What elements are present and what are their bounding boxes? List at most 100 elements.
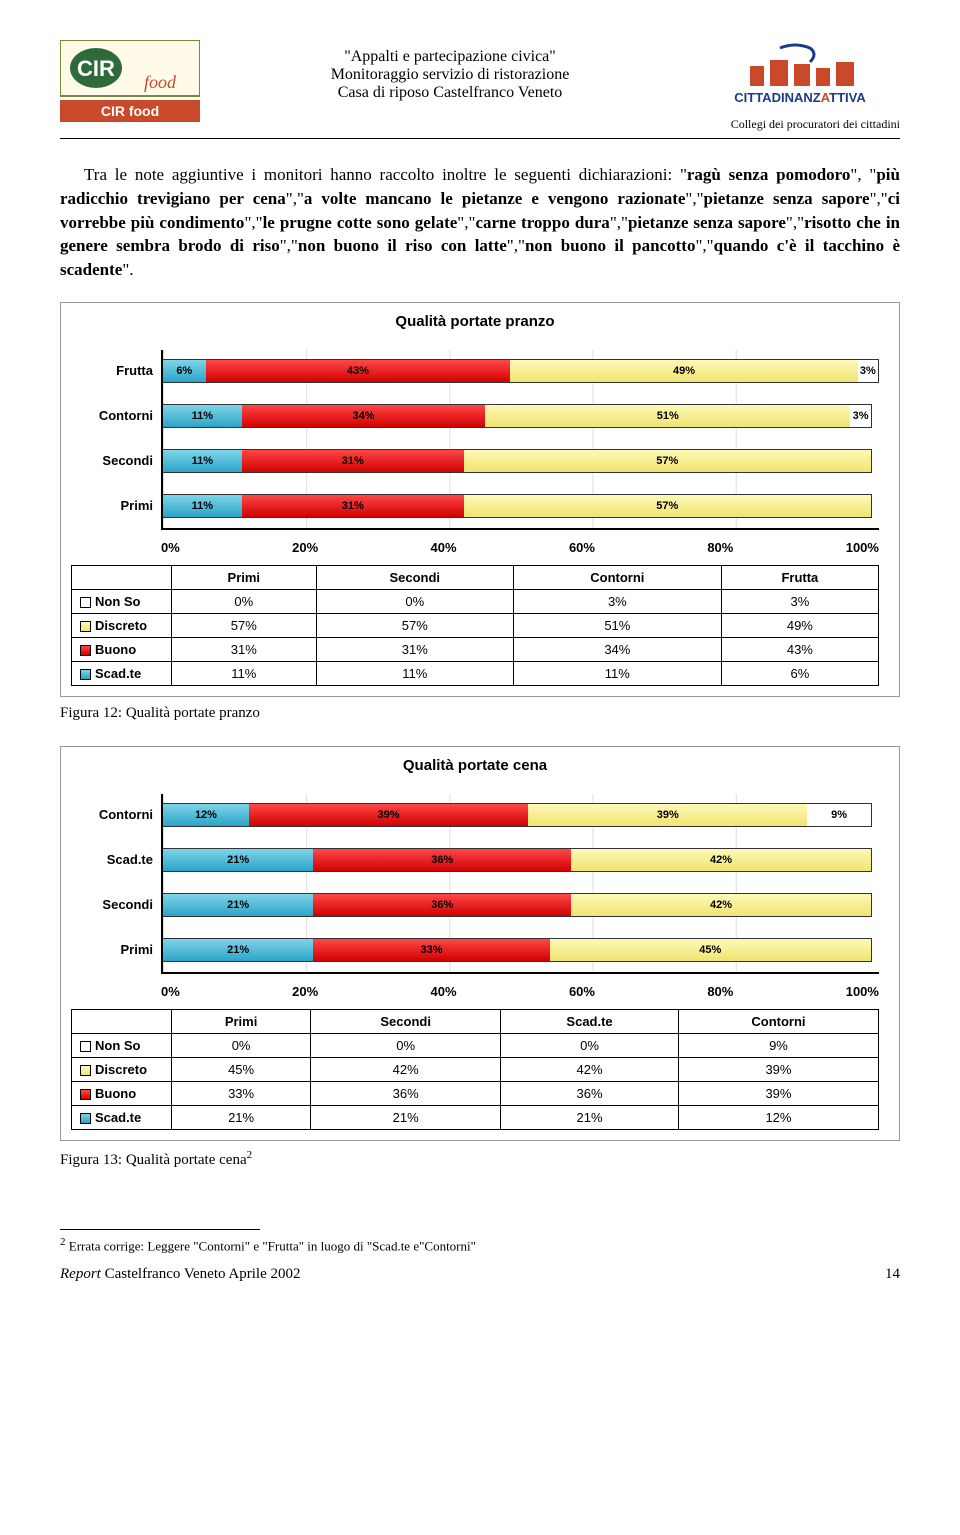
table-row: Buono31%31%34%43%	[72, 637, 879, 661]
bar-segment: 11%	[163, 449, 242, 473]
table-header: Secondi	[311, 1009, 501, 1033]
body-paragraph: Tra le note aggiuntive i monitori hanno …	[60, 163, 900, 282]
table-header: Contorni	[678, 1009, 878, 1033]
bar-segment: 36%	[313, 848, 571, 872]
chart-1-box: Qualità portate pranzo Frutta6%43%49%3%C…	[60, 302, 900, 697]
x-tick: 100%	[846, 540, 879, 555]
bar-label: Primi	[73, 942, 153, 957]
x-tick: 100%	[846, 984, 879, 999]
bar-segment: 11%	[163, 404, 242, 428]
table-cell: 11%	[172, 661, 317, 685]
x-tick: 40%	[431, 540, 457, 555]
table-row: Non So0%0%0%9%	[72, 1033, 879, 1057]
table-cell: 3%	[721, 589, 878, 613]
bar-segment: 57%	[464, 449, 872, 473]
chart-2-caption: Figura 13: Qualità portate cena2	[60, 1149, 900, 1169]
bar-row: Primi11%31%57%	[163, 494, 879, 518]
bar-segment: 21%	[163, 938, 313, 962]
table-row-label: Discreto	[72, 613, 172, 637]
table-cell: 31%	[316, 637, 513, 661]
table-cell: 49%	[721, 613, 878, 637]
table-cell: 36%	[311, 1081, 501, 1105]
bar-segment: 42%	[571, 848, 872, 872]
chart-2-title: Qualità portate cena	[71, 757, 879, 774]
table-cell: 33%	[172, 1081, 311, 1105]
bar-segment: 45%	[550, 938, 872, 962]
table-row-label: Non So	[72, 589, 172, 613]
table-cell: 0%	[172, 589, 317, 613]
footnote-divider	[60, 1229, 260, 1230]
header-line-3: Casa di riposo Castelfranco Veneto	[200, 84, 700, 102]
logo-left: CIR food CIR food	[60, 40, 200, 130]
table-header	[72, 565, 172, 589]
bar-label: Primi	[73, 498, 153, 513]
table-cell: 39%	[678, 1081, 878, 1105]
x-tick: 20%	[292, 540, 318, 555]
table-cell: 43%	[721, 637, 878, 661]
x-tick: 40%	[431, 984, 457, 999]
table-row-label: Non So	[72, 1033, 172, 1057]
table-cell: 31%	[172, 637, 317, 661]
bar-label: Contorni	[73, 807, 153, 822]
table-cell: 11%	[513, 661, 721, 685]
table-header: Secondi	[316, 565, 513, 589]
table-cell: 36%	[501, 1081, 679, 1105]
table-cell: 42%	[501, 1057, 679, 1081]
bar-row: Secondi21%36%42%	[163, 893, 879, 917]
chart-1-area: Frutta6%43%49%3%Contorni11%34%51%3%Secon…	[161, 350, 879, 530]
footnote: 2 Errata corrige: Leggere "Contorni" e "…	[60, 1236, 900, 1254]
bar-segment: 57%	[464, 494, 872, 518]
bar-segment: 3%	[850, 404, 871, 428]
bar-segment: 21%	[163, 893, 313, 917]
chart-1-xaxis: 0%20%40%60%80%100%	[161, 540, 879, 555]
header-line-2: Monitoraggio servizio di ristorazione	[200, 66, 700, 84]
table-row-label: Buono	[72, 1081, 172, 1105]
x-tick: 60%	[569, 984, 595, 999]
chart-2-box: Qualità portate cena Contorni12%39%39%9%…	[60, 746, 900, 1141]
table-header: Primi	[172, 565, 317, 589]
table-header: Contorni	[513, 565, 721, 589]
table-cell: 0%	[172, 1033, 311, 1057]
table-header	[72, 1009, 172, 1033]
bar-segment: 12%	[163, 803, 249, 827]
bar-label: Scad.te	[73, 852, 153, 867]
chart-1-table: PrimiSecondiContorniFruttaNon So0%0%3%3%…	[71, 565, 879, 686]
bar-label: Contorni	[73, 408, 153, 423]
svg-text:food: food	[144, 72, 177, 92]
x-tick: 20%	[292, 984, 318, 999]
bar-segment: 39%	[249, 803, 528, 827]
svg-text:CIR food: CIR food	[101, 103, 159, 119]
chart-2-area: Contorni12%39%39%9%Scad.te21%36%42%Secon…	[161, 794, 879, 974]
table-cell: 51%	[513, 613, 721, 637]
svg-text:CITTADINANZATTIVA: CITTADINANZATTIVA	[734, 90, 866, 105]
footer-left: Report Castelfranco Veneto Aprile 2002	[60, 1266, 301, 1283]
logo-right: CITTADINANZATTIVA Collegi dei procurator…	[700, 40, 900, 130]
chart-2-table: PrimiSecondiScad.teContorniNon So0%0%0%9…	[71, 1009, 879, 1130]
table-cell: 3%	[513, 589, 721, 613]
bar-label: Secondi	[73, 897, 153, 912]
table-cell: 21%	[172, 1105, 311, 1129]
table-row-label: Buono	[72, 637, 172, 661]
bar-row: Secondi11%31%57%	[163, 449, 879, 473]
bar-label: Secondi	[73, 453, 153, 468]
bar-segment: 31%	[242, 494, 464, 518]
table-cell: 0%	[501, 1033, 679, 1057]
table-header: Frutta	[721, 565, 878, 589]
x-tick: 60%	[569, 540, 595, 555]
bar-label: Frutta	[73, 363, 153, 378]
bar-segment: 43%	[206, 359, 511, 383]
bar-segment: 31%	[242, 449, 464, 473]
bar-segment: 9%	[807, 803, 871, 827]
bar-row: Frutta6%43%49%3%	[163, 359, 879, 383]
table-cell: 6%	[721, 661, 878, 685]
x-tick: 0%	[161, 540, 180, 555]
table-cell: 57%	[172, 613, 317, 637]
footer: Report Castelfranco Veneto Aprile 2002 1…	[60, 1266, 900, 1283]
table-row: Non So0%0%3%3%	[72, 589, 879, 613]
table-cell: 0%	[311, 1033, 501, 1057]
table-row: Discreto57%57%51%49%	[72, 613, 879, 637]
chart-1-title: Qualità portate pranzo	[71, 313, 879, 330]
table-row: Scad.te11%11%11%6%	[72, 661, 879, 685]
table-cell: 21%	[311, 1105, 501, 1129]
bar-segment: 51%	[485, 404, 850, 428]
